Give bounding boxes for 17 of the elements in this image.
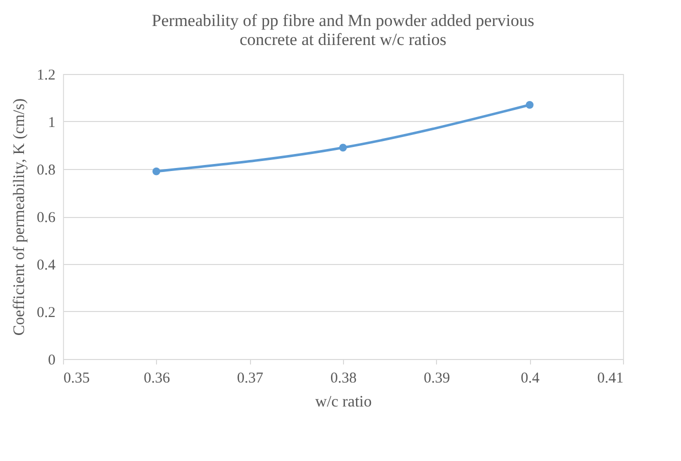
x-tick-label: 0.38 (330, 370, 357, 386)
x-tick-label: 0.36 (144, 370, 170, 386)
y-tick-label: 0.2 (36, 305, 56, 321)
y-axis-title: Coefficient of permeability, K (cm/s) (10, 98, 28, 336)
x-tick-label: 0.35 (64, 370, 90, 386)
y-tick-label: 0.8 (36, 162, 56, 178)
x-tick-label: 0.41 (597, 370, 624, 386)
x-tick-label: 0.4 (520, 370, 540, 386)
y-tick-label: 1.2 (36, 68, 56, 84)
y-tick-label: 1 (48, 115, 56, 131)
chart-title: Permeability of pp fibre and Mn powder added pervious concrete at diiferent w/c ratios (152, 11, 534, 49)
y-tick-label: 0.6 (36, 210, 56, 226)
y-tick-label: 0 (48, 352, 56, 368)
x-axis-title: w/c ratio (315, 394, 372, 410)
x-tick-label: 0.37 (237, 370, 264, 386)
y-tick-label: 0.4 (36, 258, 56, 274)
x-tick-label: 0.39 (424, 370, 450, 386)
